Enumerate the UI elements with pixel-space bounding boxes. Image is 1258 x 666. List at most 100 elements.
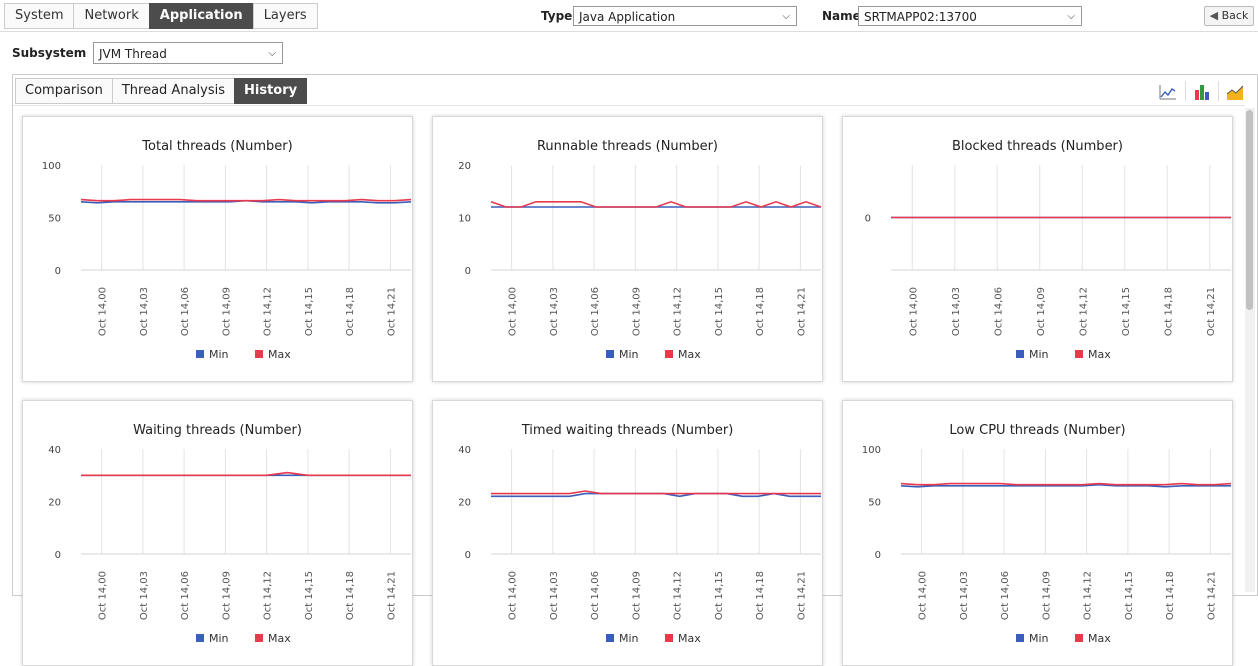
x-tick-label: Oct 14,21 bbox=[796, 287, 807, 336]
y-tick-label: 0 bbox=[55, 266, 61, 277]
line-chart-icon[interactable] bbox=[1159, 83, 1177, 101]
x-tick-label: Oct 14,03 bbox=[549, 287, 560, 336]
x-tick-label: Oct 14,15 bbox=[304, 287, 315, 336]
name-select[interactable]: SRTMAPP02:13700 ⌵ bbox=[858, 6, 1082, 26]
legend-swatch bbox=[1075, 350, 1083, 358]
x-tick-label: Oct 14,09 bbox=[221, 287, 232, 336]
x-tick-label: Oct 14,00 bbox=[508, 571, 519, 620]
tab-system[interactable]: System bbox=[4, 3, 75, 29]
x-tick-label: Oct 14,00 bbox=[98, 287, 109, 336]
x-tick-label: Oct 14,15 bbox=[714, 571, 725, 620]
y-tick-label: 0 bbox=[875, 550, 881, 561]
chart-plot: Oct 14,00 Oct 14,03 Oct 14,06 Oct 14,09 Oct … bbox=[865, 165, 1231, 361]
y-tick-label: 50 bbox=[868, 498, 881, 509]
y-tick-label: 100 bbox=[42, 161, 61, 172]
legend-swatch bbox=[196, 350, 204, 358]
legend-label: Max bbox=[1088, 348, 1111, 361]
tab-application[interactable]: Application bbox=[148, 3, 254, 29]
legend-label: Max bbox=[1088, 632, 1111, 645]
x-tick-label: Oct 14,15 bbox=[304, 571, 315, 620]
legend-swatch bbox=[665, 350, 673, 358]
chart-title: Waiting threads (Number) bbox=[133, 423, 302, 438]
subsystem-label: Subsystem bbox=[12, 46, 87, 60]
x-tick-label: Oct 14,12 bbox=[1078, 287, 1089, 336]
name-label: Name bbox=[822, 9, 861, 23]
x-tick-label: Oct 14,03 bbox=[549, 571, 560, 620]
y-tick-label: 20 bbox=[458, 161, 471, 172]
chart-card: Timed waiting threads (Number) Oct 14,00 O… bbox=[432, 400, 823, 666]
y-tick-label: 0 bbox=[465, 266, 471, 277]
chart-card: Runnable threads (Number) Oct 14,00 Oct 14… bbox=[432, 116, 823, 382]
chart-plot: Oct 14,00 Oct 14,03 Oct 14,06 Oct 14,09 Oct … bbox=[458, 445, 821, 645]
legend-label: Max bbox=[268, 348, 291, 361]
legend-label: Min bbox=[209, 348, 229, 361]
x-tick-label: Oct 14,00 bbox=[508, 287, 519, 336]
chart-card: Waiting threads (Number) Oct 14,00 Oct 14,… bbox=[22, 400, 413, 666]
x-tick-label: Oct 14,09 bbox=[631, 287, 642, 336]
legend-swatch bbox=[1016, 634, 1024, 642]
back-button[interactable]: ◀ Back bbox=[1204, 6, 1254, 26]
x-tick-label: Oct 14,18 bbox=[755, 571, 766, 620]
y-tick-label: 0 bbox=[865, 214, 871, 225]
back-button-label: Back bbox=[1221, 9, 1249, 22]
legend-swatch bbox=[1016, 350, 1024, 358]
legend-label: Min bbox=[209, 632, 229, 645]
x-tick-label: Oct 14,15 bbox=[714, 287, 725, 336]
x-tick-label: Oct 14,12 bbox=[673, 287, 684, 336]
vertical-scrollbar[interactable] bbox=[1245, 108, 1255, 592]
x-tick-label: Oct 14,21 bbox=[386, 287, 397, 336]
x-tick-label: Oct 14,03 bbox=[139, 571, 150, 620]
chart-title: Blocked threads (Number) bbox=[952, 139, 1123, 154]
x-tick-label: Oct 14,03 bbox=[951, 287, 962, 336]
tab-layers[interactable]: Layers bbox=[252, 3, 318, 29]
area-chart-icon[interactable] bbox=[1226, 83, 1244, 101]
subsystem-select-value: JVM Thread bbox=[99, 47, 167, 61]
x-tick-label: Oct 14,12 bbox=[263, 571, 274, 620]
series-max-line bbox=[81, 471, 411, 477]
chevron-down-icon: ⌵ bbox=[782, 11, 790, 22]
x-tick-label: Oct 14,09 bbox=[631, 571, 642, 620]
y-tick-label: 40 bbox=[48, 445, 61, 456]
x-tick-label: Oct 14,09 bbox=[1041, 571, 1052, 620]
x-tick-label: Oct 14,06 bbox=[590, 571, 601, 620]
x-tick-label: Oct 14,06 bbox=[590, 287, 601, 336]
legend-swatch bbox=[665, 634, 673, 642]
legend-swatch bbox=[606, 350, 614, 358]
y-tick-label: 100 bbox=[862, 445, 881, 456]
series-max-line bbox=[80, 198, 412, 202]
legend-label: Min bbox=[619, 348, 639, 361]
type-select-value: Java Application bbox=[579, 10, 676, 24]
panel-divider bbox=[13, 105, 1245, 106]
chart-plot: Oct 14,00 Oct 14,03 Oct 14,06 Oct 14,09 Oct … bbox=[42, 161, 412, 361]
type-label: Type bbox=[541, 9, 573, 23]
tab-comparison[interactable]: Comparison bbox=[15, 78, 113, 104]
tab-network[interactable]: Network bbox=[73, 3, 150, 29]
back-arrow-icon: ◀ bbox=[1209, 9, 1219, 22]
legend-swatch bbox=[196, 634, 204, 642]
chart-title: Timed waiting threads (Number) bbox=[521, 423, 734, 438]
chevron-down-icon: ⌵ bbox=[1067, 11, 1075, 22]
chart-title: Runnable threads (Number) bbox=[536, 139, 718, 154]
series-max-line bbox=[490, 200, 822, 208]
x-tick-label: Oct 14,21 bbox=[1206, 571, 1217, 620]
legend-swatch bbox=[606, 634, 614, 642]
y-tick-label: 50 bbox=[48, 214, 61, 225]
x-tick-label: Oct 14,06 bbox=[1000, 571, 1011, 620]
legend-label: Max bbox=[268, 632, 291, 645]
scrollbar-thumb[interactable] bbox=[1246, 110, 1253, 310]
x-tick-label: Oct 14,15 bbox=[1121, 287, 1132, 336]
tab-history[interactable]: History bbox=[234, 78, 308, 104]
series-max-line bbox=[900, 482, 1232, 486]
x-tick-label: Oct 14,18 bbox=[1165, 571, 1176, 620]
tab-thread-analysis[interactable]: Thread Analysis bbox=[111, 78, 235, 104]
x-tick-label: Oct 14,06 bbox=[993, 287, 1004, 336]
x-tick-label: Oct 14,00 bbox=[98, 571, 109, 620]
subsystem-select[interactable]: JVM Thread ⌵ bbox=[93, 42, 283, 64]
legend-swatch bbox=[255, 350, 263, 358]
name-select-value: SRTMAPP02:13700 bbox=[864, 10, 977, 24]
legend-swatch bbox=[255, 634, 263, 642]
type-select[interactable]: Java Application ⌵ bbox=[573, 6, 797, 26]
bar-chart-icon[interactable] bbox=[1193, 83, 1211, 101]
x-tick-label: Oct 14,21 bbox=[1206, 287, 1217, 336]
x-tick-label: Oct 14,09 bbox=[1036, 287, 1047, 336]
